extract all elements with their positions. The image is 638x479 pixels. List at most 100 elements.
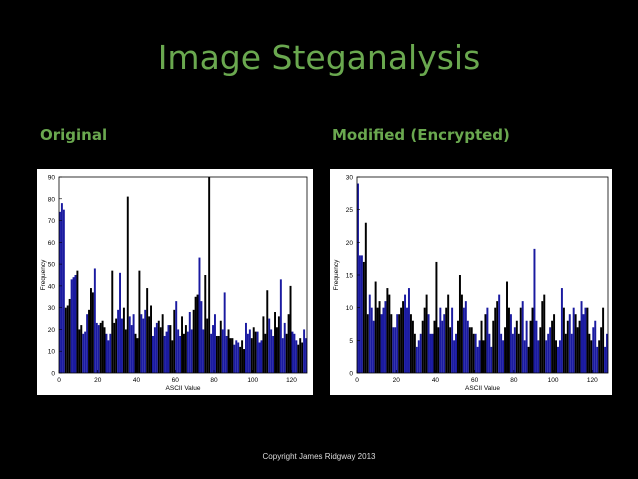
bar bbox=[97, 325, 100, 373]
bar bbox=[138, 270, 141, 373]
bar bbox=[194, 296, 197, 373]
bar bbox=[283, 322, 286, 373]
y-axis-label: Frequency bbox=[40, 259, 47, 290]
bar bbox=[457, 320, 459, 373]
bar bbox=[122, 307, 125, 373]
bar bbox=[488, 333, 491, 373]
bar bbox=[364, 222, 367, 373]
bar bbox=[580, 301, 583, 373]
bar bbox=[291, 331, 294, 373]
bar bbox=[584, 307, 587, 373]
bar bbox=[157, 320, 160, 373]
copyright-footer: Copyright James Ridgway 2013 bbox=[262, 452, 376, 461]
bar bbox=[78, 329, 81, 373]
bar bbox=[254, 331, 257, 373]
bar bbox=[423, 307, 426, 373]
bar bbox=[357, 183, 359, 373]
bar bbox=[406, 307, 408, 373]
bar bbox=[455, 333, 458, 373]
bar bbox=[202, 329, 205, 373]
x-tick-label: 20 bbox=[393, 377, 401, 384]
bar bbox=[124, 329, 127, 373]
bar bbox=[531, 307, 534, 373]
bar bbox=[372, 320, 375, 373]
bar bbox=[560, 288, 563, 373]
y-tick-label: 30 bbox=[48, 305, 56, 312]
bar bbox=[466, 320, 469, 373]
bar bbox=[449, 327, 452, 373]
x-tick-label: 0 bbox=[57, 377, 61, 384]
bar bbox=[258, 342, 261, 373]
bar bbox=[241, 340, 244, 373]
bar bbox=[402, 301, 405, 373]
bar bbox=[602, 307, 605, 373]
bar bbox=[368, 294, 371, 373]
bar bbox=[539, 327, 542, 373]
bar bbox=[136, 338, 139, 373]
bar bbox=[225, 335, 228, 373]
bar bbox=[398, 314, 401, 373]
bar bbox=[386, 288, 389, 373]
bar bbox=[126, 196, 129, 373]
bar bbox=[494, 307, 497, 373]
bar bbox=[204, 275, 207, 373]
bar bbox=[596, 346, 599, 373]
bar bbox=[140, 314, 143, 373]
bar bbox=[62, 209, 65, 373]
x-tick-label: 100 bbox=[247, 377, 258, 384]
modified-heading: Modified (Encrypted) bbox=[332, 126, 510, 144]
bar bbox=[70, 279, 73, 373]
bar bbox=[272, 335, 275, 373]
bar bbox=[184, 325, 187, 373]
bar bbox=[277, 316, 280, 373]
bar bbox=[250, 338, 253, 373]
bar bbox=[506, 281, 508, 373]
bar bbox=[439, 307, 442, 373]
y-tick-label: 60 bbox=[48, 240, 56, 247]
bar bbox=[437, 327, 440, 373]
bar bbox=[239, 346, 242, 373]
bar bbox=[474, 333, 477, 373]
bar bbox=[568, 314, 571, 373]
bar bbox=[378, 301, 381, 373]
bar bbox=[91, 292, 94, 373]
bar bbox=[285, 333, 288, 373]
y-tick-label: 50 bbox=[48, 262, 56, 269]
bar bbox=[468, 327, 471, 373]
bar bbox=[111, 270, 114, 373]
bar bbox=[177, 329, 180, 373]
bar bbox=[210, 333, 213, 373]
original-histogram-panel: 0 10 20 30 40 50 60 70 80 90 0 20 40 60 80 100 120 ASCII … bbox=[37, 169, 313, 395]
x-tick-label: 40 bbox=[133, 377, 141, 384]
x-tick-label: 100 bbox=[548, 377, 559, 384]
bar bbox=[264, 333, 267, 373]
bar bbox=[415, 346, 418, 373]
bar bbox=[513, 327, 516, 373]
bar bbox=[498, 294, 501, 373]
bar bbox=[215, 335, 218, 373]
bar bbox=[476, 346, 479, 373]
bar bbox=[105, 333, 108, 373]
bar bbox=[562, 307, 565, 373]
bar bbox=[445, 307, 448, 373]
bar bbox=[196, 294, 199, 373]
bar bbox=[72, 277, 75, 373]
bar bbox=[93, 268, 96, 373]
bar bbox=[80, 325, 83, 373]
bar bbox=[557, 346, 559, 373]
bar bbox=[537, 340, 540, 373]
bar bbox=[221, 329, 224, 373]
bar bbox=[606, 333, 608, 373]
bar bbox=[521, 301, 524, 373]
bar bbox=[419, 333, 422, 373]
bar bbox=[492, 320, 495, 373]
y-tick-label: 20 bbox=[48, 327, 56, 334]
bar bbox=[60, 203, 63, 373]
bar bbox=[504, 327, 507, 373]
bar bbox=[600, 327, 603, 373]
bar bbox=[543, 294, 546, 373]
bar bbox=[163, 335, 166, 373]
modified-histogram-panel: 0 5 10 15 20 25 30 0 20 40 60 80 100 120 ASCII Value Fr… bbox=[330, 169, 612, 395]
bar bbox=[604, 346, 607, 373]
bar bbox=[233, 344, 236, 373]
